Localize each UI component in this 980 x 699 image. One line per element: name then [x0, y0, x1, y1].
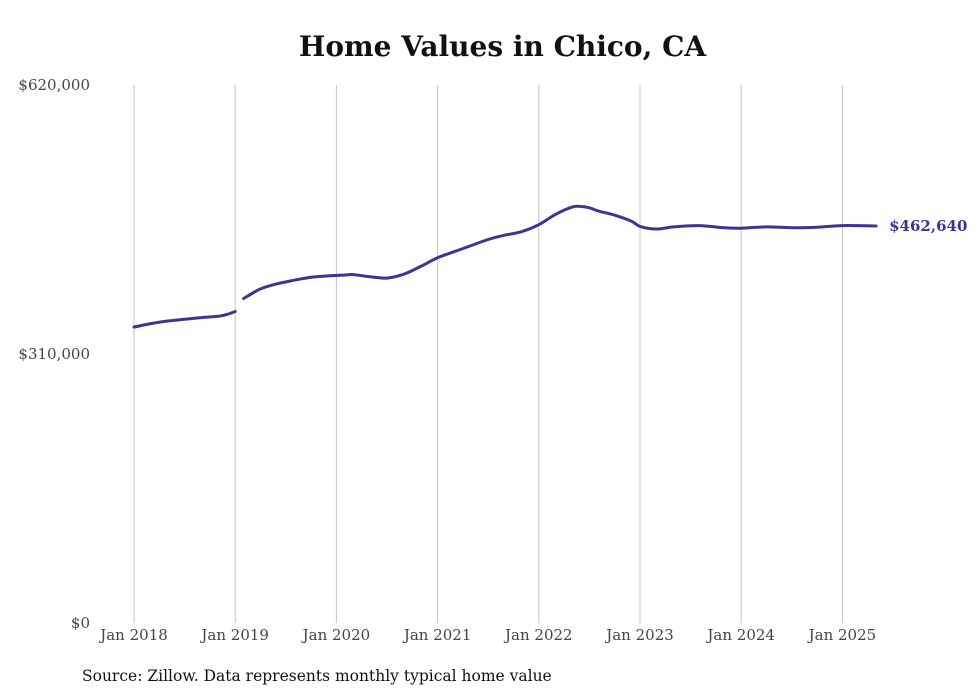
- series-line-segment-0: [132, 310, 237, 329]
- grid-lines: [133, 85, 843, 623]
- series-line-segment-1: [242, 204, 878, 300]
- x-tick-label-0: Jan 2018: [98, 626, 168, 644]
- x-tick-label-3: Jan 2021: [402, 626, 472, 644]
- x-tick-label-1: Jan 2019: [199, 626, 269, 644]
- x-tick-label-6: Jan 2024: [705, 626, 775, 644]
- source-note: Source: Zillow. Data represents monthly …: [82, 667, 552, 685]
- series-lines: [132, 204, 878, 329]
- x-tick-label-7: Jan 2025: [807, 626, 877, 644]
- y-tick-label-0: $0: [71, 614, 90, 632]
- x-tick-label-4: Jan 2022: [503, 626, 573, 644]
- chart-title: Home Values in Chico, CA: [298, 30, 707, 63]
- x-tick-label-2: Jan 2020: [301, 626, 371, 644]
- end-value-label: $462,640: [889, 217, 967, 235]
- x-tick-label-5: Jan 2023: [604, 626, 674, 644]
- y-tick-label-2: $620,000: [18, 76, 90, 94]
- y-axis-ticks: $0 $310,000 $620,000: [18, 76, 90, 632]
- y-tick-label-1: $310,000: [18, 345, 90, 363]
- x-axis-ticks: Jan 2018 Jan 2019 Jan 2020 Jan 2021 Jan 2022…: [98, 626, 876, 644]
